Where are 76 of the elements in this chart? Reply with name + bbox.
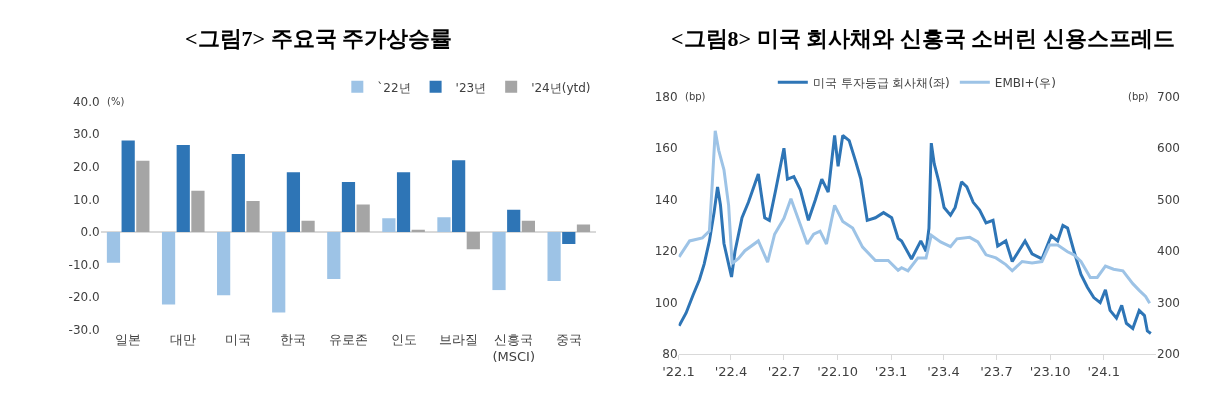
x-tick-label: '24.1: [1087, 363, 1120, 379]
y-tick-label: 160: [654, 141, 678, 156]
annotation: (%): [107, 96, 125, 107]
legend-label: EMBI+(우): [994, 76, 1056, 90]
bar: [466, 231, 480, 250]
y2-tick-label: 700: [1157, 90, 1180, 105]
bar: [286, 172, 301, 232]
bar: [272, 231, 286, 313]
bar: [382, 218, 396, 232]
bar: [396, 172, 411, 232]
bar: [176, 145, 190, 232]
bar: [136, 160, 150, 232]
bar: [301, 220, 315, 232]
legend-label: `22년: [377, 80, 411, 95]
bar: [327, 231, 341, 279]
x-tick-label: 유로존: [328, 331, 368, 347]
bar: [576, 224, 591, 232]
x-tick-label: 신흥국 (MSCI): [492, 331, 535, 364]
annotation: (bp): [685, 91, 706, 102]
y-tick-label: 80: [662, 347, 678, 362]
y-tick-label: 120: [654, 244, 678, 259]
bar: [547, 231, 561, 281]
bar: [341, 182, 356, 232]
line-series: [678, 129, 1152, 305]
x-tick-label: '23.1: [874, 363, 908, 379]
bar: [356, 204, 370, 232]
y-tick-label: 140: [654, 192, 678, 207]
legend-label: 미국 투자등급 회사채(좌): [812, 76, 950, 90]
y2-tick-label: 200: [1157, 347, 1180, 362]
x-tick-label: 브라질: [439, 331, 479, 347]
bar: [521, 220, 535, 232]
y-tick-label: -20.0: [68, 290, 100, 305]
y2-tick-label: 500: [1157, 192, 1180, 207]
y-tick-label: 180: [654, 90, 678, 105]
bar: [492, 231, 506, 291]
y-tick-label: 0.0: [80, 225, 100, 240]
bar: [231, 153, 245, 232]
x-tick-label: 한국: [280, 331, 307, 347]
x-tick-label: 대만: [170, 331, 197, 347]
legend-label: '23년: [455, 80, 487, 95]
y2-tick-label: 600: [1157, 141, 1180, 156]
x-tick-label: 미국: [225, 331, 252, 347]
bar: [106, 231, 121, 263]
x-tick-label: 중국: [555, 331, 582, 347]
bar: [452, 160, 466, 232]
x-tick-label: '23.10: [1029, 363, 1071, 379]
line-series: [678, 133, 1153, 336]
x-tick-label: '22.7: [767, 363, 801, 379]
y-tick-label: 30.0: [72, 127, 100, 142]
x-tick-label: '22.4: [714, 363, 748, 379]
bar: [562, 231, 576, 245]
y-tick-label: -10.0: [68, 257, 100, 272]
x-tick-label: '23.7: [980, 363, 1013, 379]
bar: [437, 217, 451, 232]
x-tick-label: '22.10: [817, 363, 858, 379]
bar: [161, 231, 176, 305]
bar: [246, 200, 260, 232]
y-tick-label: 100: [654, 295, 678, 310]
chart-title: <그림7> 주요국 주가상승률: [185, 26, 453, 51]
y2-tick-label: 300: [1157, 295, 1180, 310]
y-tick-label: 40.0: [72, 94, 100, 109]
bar: [507, 209, 521, 232]
bar: [191, 190, 205, 232]
y2-tick-label: 400: [1157, 244, 1180, 259]
x-tick-label: 인도: [390, 331, 417, 347]
y-tick-label: 10.0: [72, 192, 100, 207]
x-tick-label: 일본: [115, 331, 142, 347]
x-tick-label: '23.4: [927, 363, 960, 379]
bar: [121, 140, 135, 232]
bar: [217, 231, 231, 296]
legend-label: '24년(ytd): [531, 80, 591, 95]
y-tick-label: 20.0: [72, 159, 100, 174]
annotation: (bp): [1128, 91, 1149, 102]
y-tick-label: -30.0: [68, 323, 100, 338]
chart-title: <그림8> 미국 회사채와 신흥국 소버린 신용스프레드: [671, 26, 1175, 51]
x-tick-label: '22.1: [662, 363, 695, 379]
